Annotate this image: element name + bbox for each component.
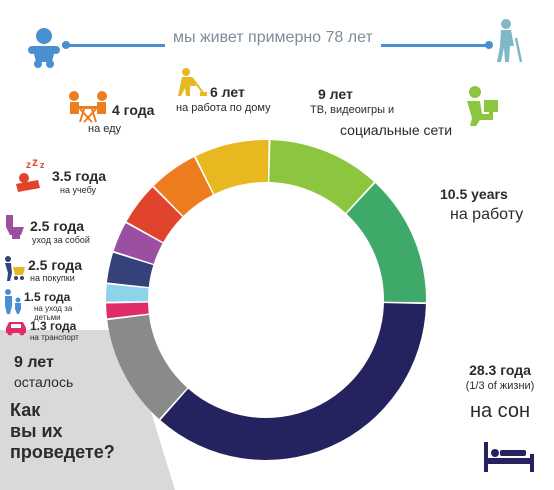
tv-label: ТВ, видеоигры и: [310, 104, 395, 116]
selfcare-years: 2.5 года: [30, 218, 85, 234]
label-children: 1.5 года на уход за детьми: [24, 290, 94, 322]
children-years: 1.5 года: [24, 290, 71, 304]
svg-text:z: z: [32, 158, 38, 169]
lifeline-end-dot: [485, 41, 493, 49]
tv-label-2: социальные сети: [340, 122, 453, 138]
donut-segment-sleep: [160, 303, 426, 461]
label-chores: 6 лет на работа по дому: [176, 84, 296, 114]
children-label: на уход за: [34, 304, 73, 313]
study-years: 3.5 года: [52, 168, 107, 184]
label-selfcare: 2.5 года уход за собой: [30, 218, 110, 245]
work-years: 10.5 years: [440, 186, 508, 202]
question-line-2: вы их: [10, 421, 63, 441]
donut-segment-food: [153, 157, 213, 216]
label-sleep: 28.3 года (1/3 of жизни) на сон: [450, 362, 550, 423]
donut-segment-remaining: [107, 314, 188, 420]
question-line-3: проведете?: [10, 442, 115, 462]
chores-label: на работа по дому: [176, 102, 271, 114]
work-label: на работу: [450, 206, 524, 223]
sleep-subtitle: (1/3 of жизни): [465, 380, 535, 392]
remaining-label: осталось: [14, 374, 74, 390]
shopping-years: 2.5 года: [28, 257, 83, 273]
donut-segment-tv: [269, 140, 374, 213]
children-label-2: детьми: [34, 313, 61, 322]
donut-segment-chores: [195, 140, 269, 194]
label-food: 4 года на еду: [88, 102, 172, 135]
svg-text:z: z: [26, 160, 31, 171]
food-years: 4 года: [112, 102, 155, 118]
tv-years: 9 лет: [318, 86, 353, 102]
lifeline-text: мы живет примерно 78 лет: [165, 29, 381, 47]
food-label: на еду: [88, 123, 122, 135]
donut-segment-selfcare: [113, 223, 163, 264]
sleep-label: на сон: [469, 400, 531, 422]
remaining-years: 9 лет: [14, 354, 54, 371]
donut-segment-transport: [106, 302, 149, 319]
study-label: на учебу: [60, 185, 97, 195]
label-shopping: 2.5 года на покупки: [28, 257, 108, 283]
label-study: 3.5 года на учебу: [52, 168, 132, 195]
donut-segment-study: [126, 187, 183, 243]
donut-segment-shopping: [106, 252, 154, 287]
chores-years: 6 лет: [210, 84, 245, 100]
svg-text:z: z: [40, 160, 45, 170]
lifeline-start-dot: [62, 41, 70, 49]
transport-label: на транспорт: [30, 333, 79, 342]
question-line-1: Как: [10, 400, 41, 420]
shopping-label: на покупки: [30, 273, 75, 283]
label-work: 10.5 years на работу: [440, 186, 550, 224]
donut-segment-work: [346, 183, 426, 303]
donut-segment-children: [106, 284, 149, 302]
sleep-years: 28.3 года: [469, 362, 531, 378]
label-transport: 1.3 года на транспорт: [30, 319, 100, 342]
transport-years: 1.3 года: [30, 319, 77, 333]
label-tv: 9 лет ТВ, видеоигры и социальные сети: [310, 86, 460, 138]
selfcare-label: уход за собой: [32, 235, 90, 245]
